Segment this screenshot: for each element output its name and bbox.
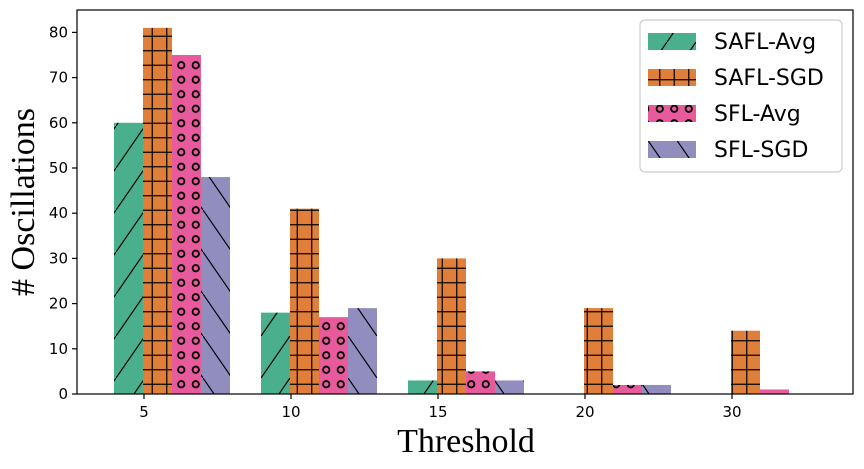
plot-frame bbox=[76, 9, 854, 395]
y-tick-label-60: 60 bbox=[49, 114, 68, 132]
bar-safl-avg-5-hatch bbox=[114, 122, 143, 395]
bar-sfl-avg-15-hatch bbox=[466, 371, 495, 394]
y-tick-label-40: 40 bbox=[49, 204, 68, 222]
legend-item-safl-sgd-swatch-hatch bbox=[648, 69, 696, 86]
legend: SAFL-Avg SAFL-SGD SFL-Avg SFL-SGD bbox=[639, 19, 843, 173]
x-axis-title: Threshold bbox=[397, 423, 535, 460]
bar-safl-sgd-15-hatch bbox=[437, 258, 466, 394]
bars-group bbox=[114, 27, 789, 395]
x-tick-label-20: 20 bbox=[575, 403, 594, 421]
legend-item-sfl-sgd-label: SFL-SGD bbox=[714, 138, 808, 163]
legend-item-sfl-sgd-swatch-hatch bbox=[648, 141, 696, 158]
legend-item-sfl-avg-label: SFL-Avg bbox=[714, 102, 801, 127]
bar-safl-avg-15-hatch bbox=[408, 380, 437, 394]
bar-sfl-avg-30-hatch bbox=[760, 389, 789, 394]
bar-sfl-avg-5-hatch bbox=[172, 55, 201, 394]
legend-item-safl-avg-label: SAFL-Avg bbox=[714, 30, 816, 55]
bar-sfl-avg-10-hatch bbox=[319, 317, 348, 394]
legend-item-safl-avg-swatch-hatch bbox=[648, 33, 696, 50]
y-tick-label-10: 10 bbox=[49, 340, 68, 358]
legend-item-safl-sgd-label: SAFL-SGD bbox=[714, 66, 824, 91]
bar-sfl-sgd-15-hatch bbox=[495, 380, 524, 394]
bar-sfl-avg-20-hatch bbox=[613, 384, 642, 394]
x-tick-label-10: 10 bbox=[281, 403, 300, 421]
x-tick-label-30: 30 bbox=[722, 403, 741, 421]
legend-item-sfl-avg-swatch-hatch bbox=[648, 105, 696, 122]
bar-safl-sgd-10-hatch bbox=[290, 208, 319, 394]
y-tick-label-0: 0 bbox=[58, 385, 68, 403]
bar-sfl-sgd-5-hatch bbox=[201, 177, 230, 394]
bar-sfl-sgd-20-hatch bbox=[642, 384, 671, 394]
y-tick-label-70: 70 bbox=[49, 69, 68, 87]
bar-safl-sgd-30-hatch bbox=[731, 330, 760, 394]
bar-safl-avg-10-hatch bbox=[261, 312, 290, 394]
y-tick-label-30: 30 bbox=[49, 249, 68, 267]
bar-safl-sgd-20-hatch bbox=[584, 308, 613, 394]
y-axis-title: # Oscillations bbox=[5, 108, 42, 296]
x-tick-label-15: 15 bbox=[428, 403, 447, 421]
y-tick-label-50: 50 bbox=[49, 159, 68, 177]
y-tick-label-20: 20 bbox=[49, 295, 68, 313]
y-axis: 0 10 20 30 40 50 60 70 80 bbox=[49, 23, 77, 403]
x-tick-label-5: 5 bbox=[139, 403, 149, 421]
legend-frame bbox=[639, 19, 843, 173]
y-tick-label-80: 80 bbox=[49, 23, 68, 41]
bar-safl-sgd-5-hatch bbox=[143, 27, 172, 394]
x-axis: 5 10 15 20 30 bbox=[139, 394, 742, 421]
bar-sfl-sgd-10-hatch bbox=[348, 308, 377, 394]
